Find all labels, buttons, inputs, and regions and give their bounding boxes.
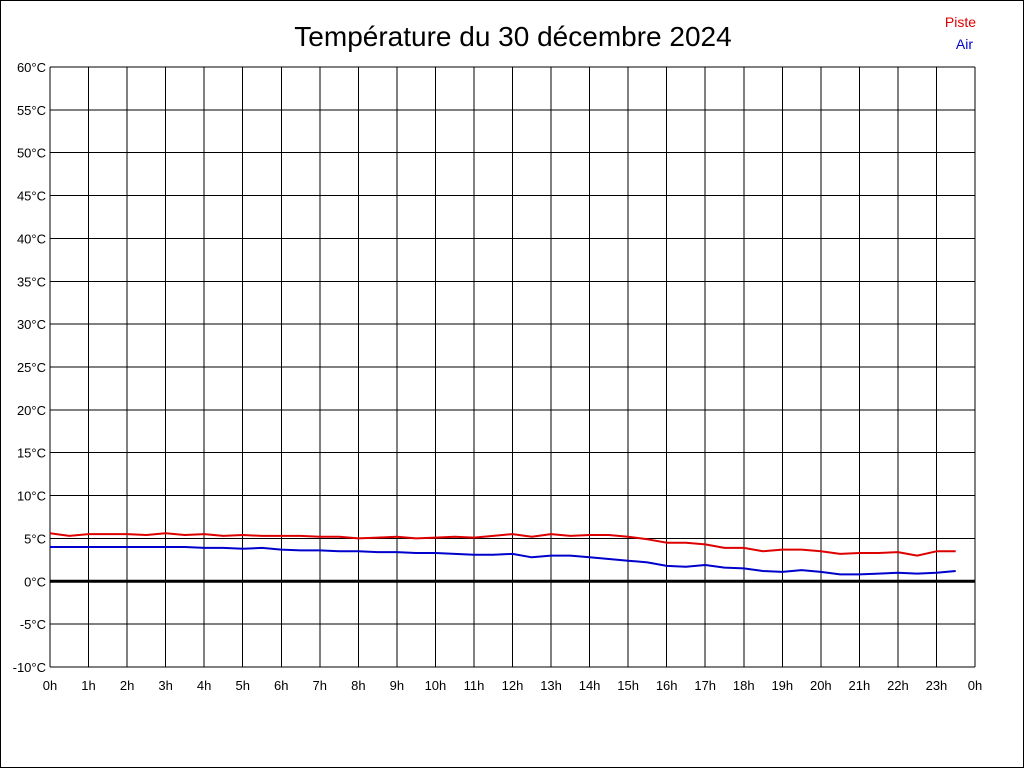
y-axis-ticks: 60°C 55°C 50°C 45°C 40°C 35°C 30°C 25°C 20°C 15°C…: [13, 60, 46, 675]
y-tick-label: 5°C: [24, 531, 46, 546]
y-tick-label: 40°C: [17, 231, 46, 246]
x-tick-label: 6h: [274, 678, 288, 693]
series-line-air: [50, 546, 956, 576]
x-tick-label: 12h: [502, 678, 524, 693]
x-tick-label: 5h: [235, 678, 249, 693]
x-tick-label: 4h: [197, 678, 211, 693]
x-tick-label: 15h: [617, 678, 639, 693]
y-tick-label: 35°C: [17, 274, 46, 289]
x-tick-label: 0h: [43, 678, 57, 693]
x-tick-label: 0h: [968, 678, 982, 693]
x-tick-label: 10h: [425, 678, 447, 693]
x-tick-label: 17h: [694, 678, 716, 693]
y-tick-label: 20°C: [17, 403, 46, 418]
x-tick-label: 13h: [540, 678, 562, 693]
x-tick-label: 20h: [810, 678, 832, 693]
y-tick-label: 55°C: [17, 103, 46, 118]
series-line-piste: [49, 532, 956, 557]
y-tick-label: 30°C: [17, 317, 46, 332]
x-tick-label: 9h: [390, 678, 404, 693]
y-tick-label: 45°C: [17, 189, 46, 204]
x-tick-label: 8h: [351, 678, 365, 693]
grid: [49, 66, 976, 668]
x-tick-label: 18h: [733, 678, 755, 693]
legend: Piste Air: [945, 14, 976, 52]
x-tick-label: 7h: [313, 678, 327, 693]
y-tick-label: -10°C: [13, 660, 46, 675]
y-tick-label: 0°C: [24, 574, 46, 589]
x-tick-label: 22h: [887, 678, 909, 693]
x-tick-label: 16h: [656, 678, 678, 693]
y-tick-label: -5°C: [20, 617, 46, 632]
x-tick-label: 23h: [926, 678, 948, 693]
legend-entry-air: Air: [956, 36, 973, 52]
x-tick-label: 21h: [849, 678, 871, 693]
y-tick-label: 60°C: [17, 60, 46, 75]
y-tick-label: 50°C: [17, 146, 46, 161]
y-tick-label: 25°C: [17, 360, 46, 375]
x-tick-label: 19h: [771, 678, 793, 693]
x-tick-label: 1h: [81, 678, 95, 693]
chart-title: Température du 30 décembre 2024: [294, 21, 731, 52]
x-axis-ticks: 0h 1h 2h 3h 4h 5h 6h 7h 8h 9h 10h 11h 12h 13h 14h 15h 16…: [43, 678, 982, 693]
x-tick-label: 3h: [158, 678, 172, 693]
x-tick-label: 11h: [464, 678, 485, 693]
series-lines: [49, 532, 956, 576]
y-tick-label: 15°C: [17, 446, 46, 461]
y-tick-label: 10°C: [17, 489, 46, 504]
x-tick-label: 2h: [120, 678, 134, 693]
x-tick-label: 14h: [579, 678, 601, 693]
legend-entry-piste: Piste: [945, 14, 976, 30]
